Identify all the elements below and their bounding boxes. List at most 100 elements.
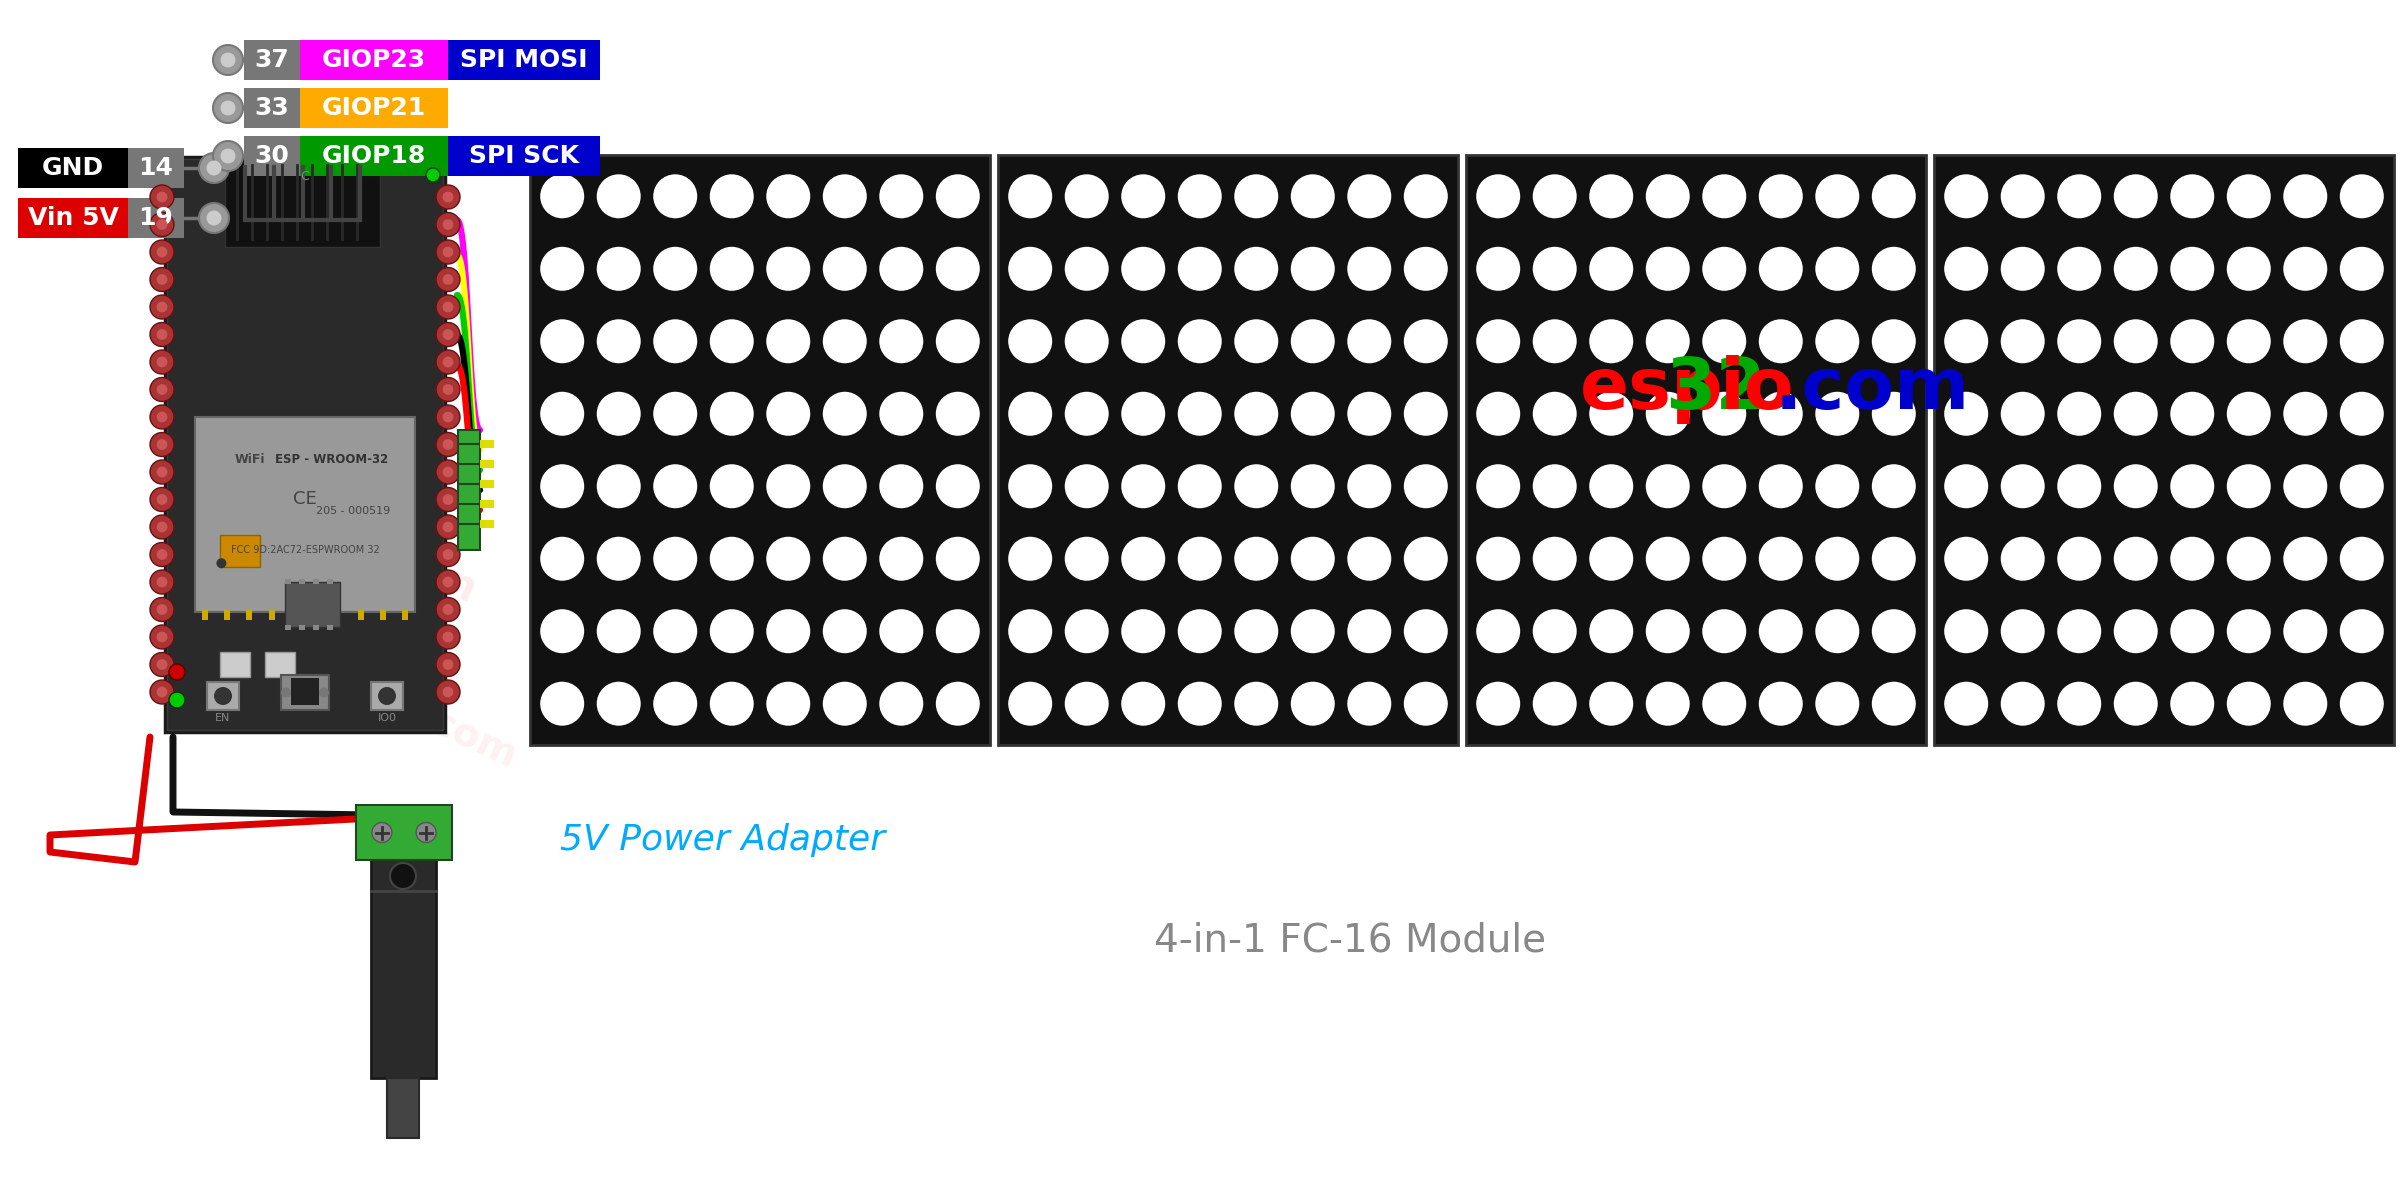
Bar xyxy=(219,534,260,566)
Text: FCC 9D:2AC72-ESPWROOM 32: FCC 9D:2AC72-ESPWROOM 32 xyxy=(231,545,380,555)
Text: 33: 33 xyxy=(255,96,289,120)
Circle shape xyxy=(936,319,980,364)
Circle shape xyxy=(936,392,980,436)
Circle shape xyxy=(436,268,460,292)
Circle shape xyxy=(1348,174,1391,218)
Circle shape xyxy=(879,319,924,364)
Circle shape xyxy=(2000,392,2044,436)
Circle shape xyxy=(443,467,453,478)
Circle shape xyxy=(2113,246,2157,290)
Bar xyxy=(1933,155,2395,745)
Circle shape xyxy=(1533,465,1577,508)
Circle shape xyxy=(597,392,640,436)
Circle shape xyxy=(2113,319,2157,364)
Circle shape xyxy=(200,153,229,182)
Circle shape xyxy=(1009,681,1052,725)
Circle shape xyxy=(1348,392,1391,436)
Circle shape xyxy=(652,681,698,725)
Bar xyxy=(479,480,493,488)
Circle shape xyxy=(156,632,168,642)
Circle shape xyxy=(149,543,173,566)
Circle shape xyxy=(710,174,753,218)
Circle shape xyxy=(1873,609,1916,653)
Circle shape xyxy=(1177,681,1223,725)
Circle shape xyxy=(2340,174,2383,218)
Circle shape xyxy=(652,246,698,290)
Circle shape xyxy=(1945,174,1988,218)
Circle shape xyxy=(1235,537,1278,581)
Circle shape xyxy=(443,440,453,450)
Circle shape xyxy=(1646,465,1690,508)
Circle shape xyxy=(443,686,453,698)
Circle shape xyxy=(149,268,173,292)
Circle shape xyxy=(1009,319,1052,364)
Circle shape xyxy=(765,392,811,436)
Circle shape xyxy=(1702,246,1745,290)
Circle shape xyxy=(823,392,867,436)
Circle shape xyxy=(2000,609,2044,653)
Circle shape xyxy=(936,465,980,508)
Circle shape xyxy=(436,543,460,566)
Circle shape xyxy=(539,609,585,653)
Circle shape xyxy=(1589,174,1634,218)
Circle shape xyxy=(597,174,640,218)
Circle shape xyxy=(1702,174,1745,218)
Circle shape xyxy=(597,609,640,653)
Circle shape xyxy=(597,246,640,290)
Circle shape xyxy=(2171,465,2214,508)
Circle shape xyxy=(936,537,980,581)
Circle shape xyxy=(710,465,753,508)
Text: 14: 14 xyxy=(140,156,173,180)
Circle shape xyxy=(436,515,460,539)
Circle shape xyxy=(1760,392,1803,436)
Circle shape xyxy=(1815,246,1858,290)
Circle shape xyxy=(156,549,168,559)
Circle shape xyxy=(1873,537,1916,581)
Circle shape xyxy=(443,219,453,230)
Circle shape xyxy=(2058,681,2101,725)
Circle shape xyxy=(1646,609,1690,653)
Circle shape xyxy=(597,681,640,725)
Circle shape xyxy=(436,378,460,402)
Circle shape xyxy=(1589,392,1634,436)
Circle shape xyxy=(1873,681,1916,725)
Circle shape xyxy=(1122,392,1165,436)
Bar xyxy=(243,88,301,128)
Circle shape xyxy=(1873,392,1916,436)
Circle shape xyxy=(1945,246,1988,290)
Circle shape xyxy=(2000,174,2044,218)
Circle shape xyxy=(1475,392,1521,436)
Circle shape xyxy=(879,609,924,653)
Circle shape xyxy=(1235,609,1278,653)
Circle shape xyxy=(156,467,168,478)
Circle shape xyxy=(1290,319,1336,364)
Circle shape xyxy=(1290,465,1336,508)
Circle shape xyxy=(2226,681,2270,725)
Circle shape xyxy=(823,319,867,364)
Circle shape xyxy=(443,494,453,505)
Circle shape xyxy=(1403,174,1447,218)
Circle shape xyxy=(1646,537,1690,581)
Circle shape xyxy=(436,597,460,621)
Circle shape xyxy=(2340,537,2383,581)
Bar xyxy=(166,159,443,730)
Bar xyxy=(17,148,128,188)
Bar xyxy=(128,198,183,238)
Circle shape xyxy=(2284,174,2328,218)
Circle shape xyxy=(652,392,698,436)
Circle shape xyxy=(1760,609,1803,653)
Circle shape xyxy=(443,659,453,670)
Text: C: C xyxy=(301,171,311,184)
Bar xyxy=(291,610,296,620)
Circle shape xyxy=(1475,537,1521,581)
Circle shape xyxy=(2340,319,2383,364)
Circle shape xyxy=(1873,319,1916,364)
Circle shape xyxy=(710,537,753,581)
Circle shape xyxy=(823,681,867,725)
Circle shape xyxy=(765,246,811,290)
Bar xyxy=(301,88,448,128)
Circle shape xyxy=(1815,174,1858,218)
Circle shape xyxy=(2000,246,2044,290)
Circle shape xyxy=(1873,174,1916,218)
Bar xyxy=(291,678,320,705)
